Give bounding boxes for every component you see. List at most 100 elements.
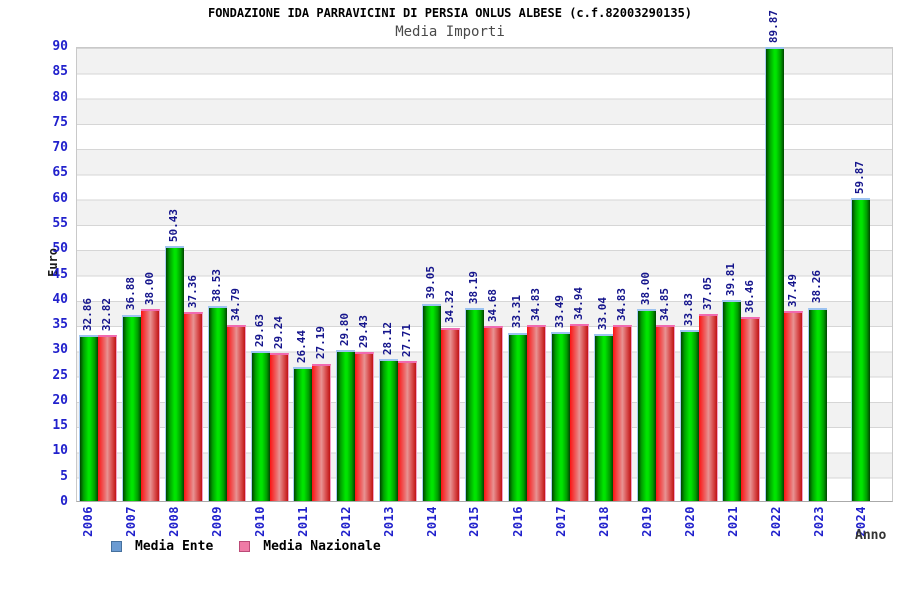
value-label: 34.85 [657, 287, 671, 321]
y-tick-label-20: 20 [52, 392, 68, 408]
bar-group-2019: 38.00 34.85 [635, 48, 678, 501]
bar-media-ente-2010 [250, 351, 270, 501]
bar-media-ente-2015 [465, 307, 485, 501]
value-label: 27.71 [400, 323, 414, 357]
bar-media-ente-2016 [507, 332, 527, 501]
bar-group-2015: 38.19 34.68 [463, 48, 506, 501]
value-label: 32.86 [81, 297, 94, 331]
bar-group-2009: 38.53 34.79 [206, 48, 249, 501]
media-ente-swatch-icon [111, 541, 122, 552]
bar-group-2022: 89.87 37.49 [763, 10, 806, 501]
value-label: 33.04 [595, 296, 609, 330]
legend-label: Media Ente [135, 539, 214, 554]
bar-media-ente-2021 [722, 299, 742, 501]
bar-media-ente-2018 [593, 333, 613, 501]
bar-group-2012: 29.80 29.43 [334, 48, 377, 501]
y-tick-label-50: 50 [52, 241, 68, 257]
chart-title: FONDAZIONE IDA PARRAVICINI DI PERSIA ONL… [207, 6, 693, 20]
value-label: 38.00 [638, 271, 652, 305]
value-label: 38.26 [810, 270, 824, 304]
bar-media-ente-2019 [636, 308, 656, 501]
bar-media-nazionale-2008 [183, 312, 203, 501]
y-tick-label-85: 85 [52, 64, 68, 80]
bar-group-2013: 28.12 27.71 [377, 48, 420, 501]
bar-media-nazionale-2011 [312, 363, 332, 501]
bar-media-ente-2011 [293, 367, 313, 501]
bar-group-2016: 33.31 34.83 [506, 48, 549, 501]
bar-media-nazionale-2019 [655, 324, 675, 501]
bar-media-ente-2014 [422, 303, 442, 501]
x-tick-label-2021: 2021 [725, 506, 740, 537]
value-label: 50.43 [166, 208, 180, 243]
y-tick-label-90: 90 [52, 39, 68, 54]
x-axis-title: Anno [855, 528, 887, 543]
y-tick-label-55: 55 [52, 215, 68, 231]
plot-area: 32.86 32.82 36.88 38.00 50.43 37.36 38.53 34.79… [76, 10, 893, 502]
bar-media-nazionale-2009 [226, 325, 246, 501]
value-label: 59.87 [853, 161, 867, 195]
value-label: 34.83 [528, 287, 542, 321]
value-label: 37.05 [700, 276, 714, 310]
value-label: 34.68 [486, 288, 500, 322]
bar-media-nazionale-2015 [484, 325, 504, 501]
x-tick-label-2006: 2006 [80, 506, 95, 537]
bar-media-nazionale-2006 [98, 335, 117, 501]
legend-item-media-ente: Media Ente [111, 539, 213, 554]
media-nazionale-swatch-icon [239, 541, 251, 552]
x-tick-label-2019: 2019 [639, 506, 654, 537]
value-label: 37.36 [185, 275, 199, 309]
x-tick-label-2014: 2014 [424, 506, 439, 537]
chart-subtitle: Media Importi [395, 24, 505, 40]
y-tick-label-0: 0 [60, 494, 68, 509]
y-tick-label-5: 5 [60, 468, 68, 484]
bar-group-2010: 29.63 29.24 [249, 48, 292, 501]
x-tick-label-2018: 2018 [596, 506, 611, 537]
bar-media-nazionale-2018 [612, 324, 632, 501]
bar-group-2011: 26.44 27.19 [291, 48, 334, 501]
value-label: 39.81 [724, 262, 738, 296]
value-label: 89.87 [767, 9, 781, 43]
y-tick-label-15: 15 [52, 418, 68, 434]
value-label: 29.80 [338, 313, 352, 347]
value-label: 29.43 [357, 315, 371, 349]
value-label: 34.79 [228, 288, 242, 322]
value-label: 33.83 [681, 292, 695, 326]
y-axis: 0 5 10 15 20 25 30 35 40 45 50 55 60 65 70 75 80 85 90 [0, 40, 68, 509]
bar-media-nazionale-2013 [398, 360, 418, 501]
value-label: 36.88 [123, 277, 137, 311]
y-tick-label-10: 10 [52, 443, 68, 459]
value-label: 33.31 [509, 295, 523, 329]
legend-label: Media Nazionale [263, 539, 381, 554]
value-label: 37.49 [786, 274, 800, 308]
bar-group-2020: 33.83 37.05 [678, 48, 721, 501]
bar-media-nazionale-2021 [741, 316, 761, 501]
value-label: 33.49 [552, 294, 566, 328]
y-tick-label-75: 75 [52, 114, 68, 130]
x-tick-label-2015: 2015 [467, 506, 482, 537]
x-tick-label-2022: 2022 [768, 506, 783, 537]
x-tick-label-2016: 2016 [510, 506, 525, 537]
bar-media-ente-2024 [851, 198, 871, 501]
bar-group-2018: 33.04 34.83 [592, 48, 635, 501]
x-tick-label-2013: 2013 [381, 506, 396, 537]
value-label: 34.32 [443, 290, 457, 324]
bar-group-2021: 39.81 36.46 [720, 48, 763, 501]
bar-media-nazionale-2022 [784, 311, 804, 501]
bar-media-nazionale-2010 [269, 353, 289, 501]
value-label: 28.12 [381, 321, 395, 355]
y-tick-label-45: 45 [52, 266, 68, 282]
x-tick-label-2007: 2007 [123, 506, 138, 537]
legend: Media Ente Media Nazionale [111, 539, 381, 554]
value-label: 32.82 [100, 297, 113, 332]
bar-media-ente-2012 [336, 350, 356, 501]
value-label: 29.63 [252, 314, 266, 348]
value-label: 38.19 [467, 270, 481, 304]
x-tick-label-2023: 2023 [811, 506, 826, 537]
value-label: 26.44 [295, 330, 309, 364]
value-label: 27.19 [314, 326, 328, 360]
value-label: 38.53 [209, 269, 223, 303]
x-tick-label-2011: 2011 [295, 506, 310, 537]
value-label: 39.05 [424, 266, 438, 300]
y-tick-label-40: 40 [52, 291, 68, 307]
